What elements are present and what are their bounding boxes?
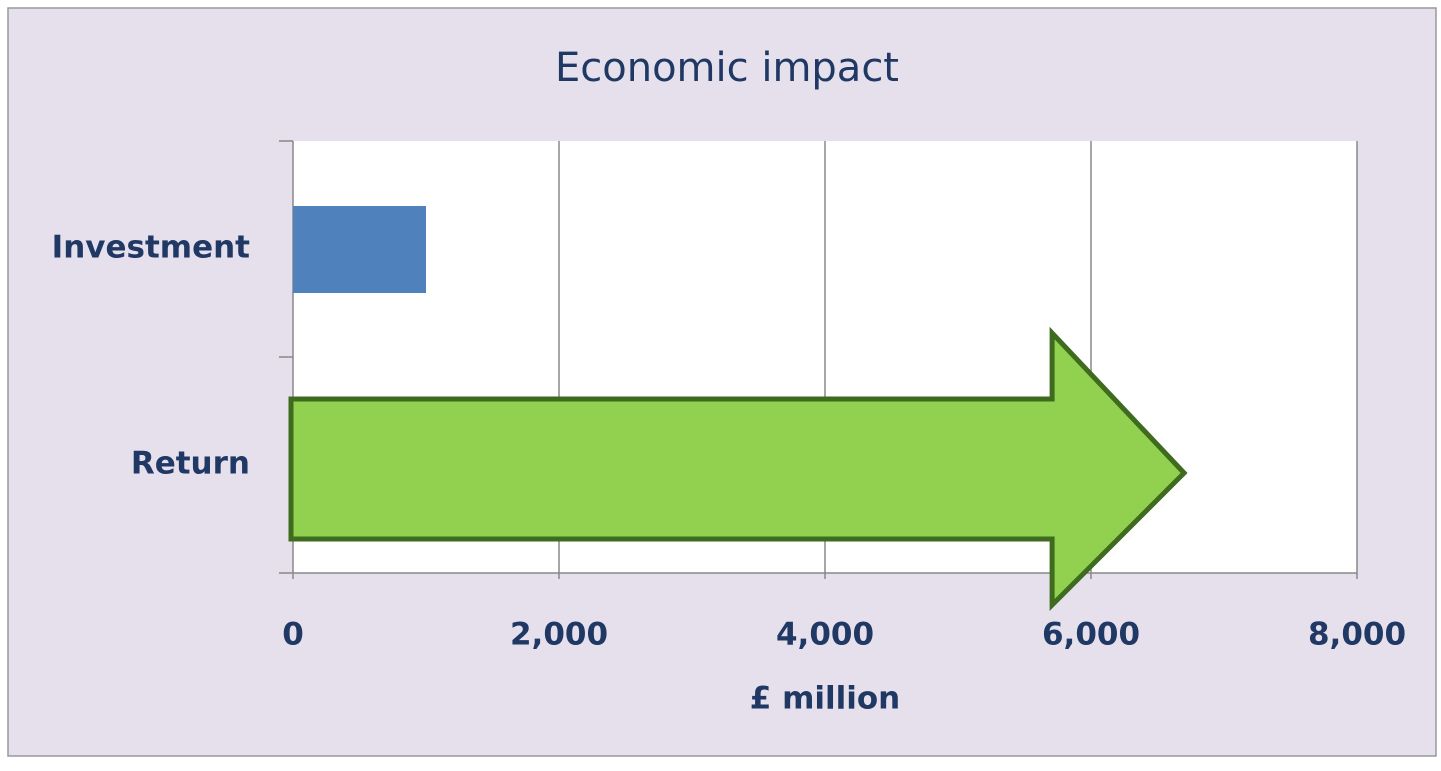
x-tick-label: 0 [282, 617, 304, 653]
x-tick-label: 8,000 [1308, 617, 1406, 653]
x-tick-label: 2,000 [510, 617, 608, 653]
x-tick-label: 6,000 [1042, 617, 1140, 653]
chart-title: Economic impact [555, 45, 899, 91]
y-tick-label: Return [131, 446, 250, 482]
x-axis-label: £ million [750, 681, 901, 717]
y-tick-label: Investment [52, 230, 251, 266]
return-arrow [288, 326, 1188, 612]
x-tick-label: 4,000 [776, 617, 874, 653]
bar [293, 206, 426, 293]
